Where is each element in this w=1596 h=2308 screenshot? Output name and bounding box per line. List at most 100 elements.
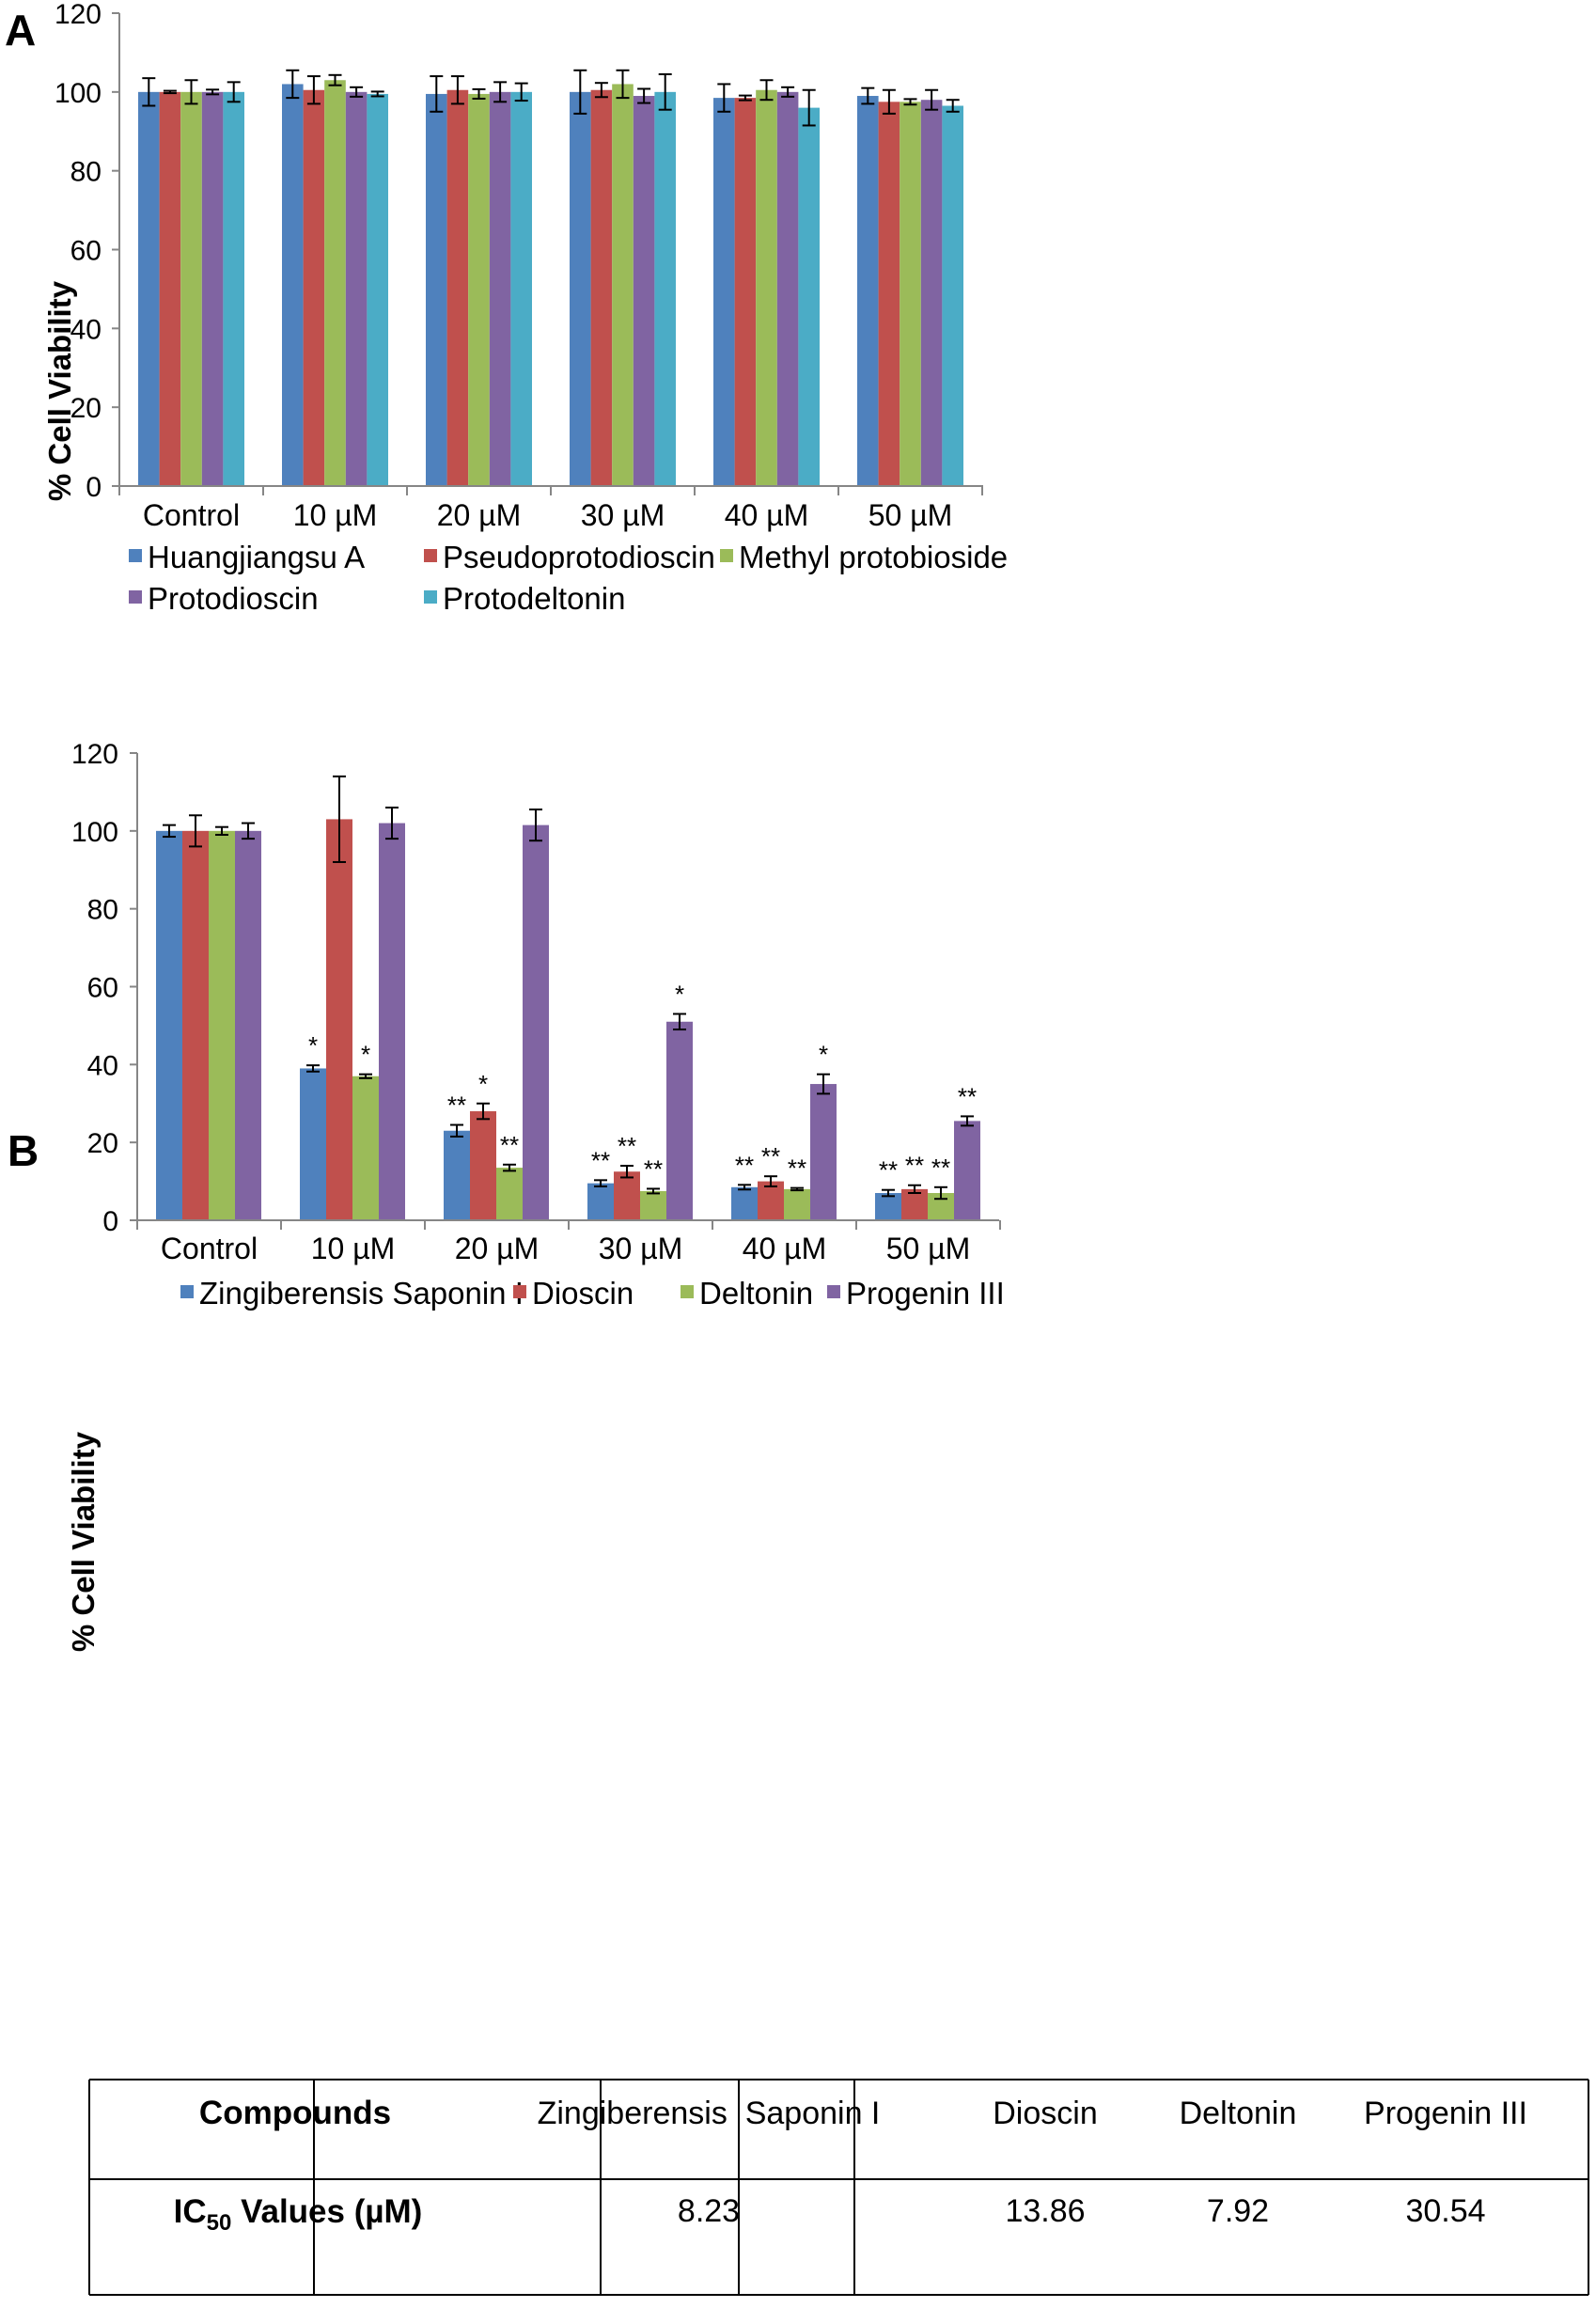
error-bar-progenin-iii-40-m bbox=[817, 1073, 830, 1095]
error-bar-protodioscin-30-m bbox=[637, 87, 651, 104]
error-bar-dioscin-30-m bbox=[620, 1165, 634, 1179]
legend-swatch bbox=[513, 1285, 526, 1298]
bar-zingiberensis-saponin-i-20-m bbox=[444, 1130, 470, 1220]
error-bar-dioscin-40-m bbox=[764, 1175, 777, 1187]
bar-methyl-protobioside-control bbox=[180, 91, 202, 486]
bar-zingiberensis-saponin-i-40-m bbox=[731, 1186, 758, 1220]
legend-swatch bbox=[827, 1285, 840, 1298]
bar-progenin-iii-10-m bbox=[379, 823, 405, 1220]
error-bar-dioscin-50-m bbox=[908, 1184, 921, 1195]
error-bar-huangjiangsu-a-control bbox=[142, 77, 156, 107]
bar-methyl-protobioside-10-m bbox=[324, 80, 346, 486]
legend-label: Pseudoprotodioscin bbox=[443, 540, 715, 574]
error-bar-protodeltonin-40-m bbox=[802, 88, 816, 127]
significance-marker: ** bbox=[788, 1154, 806, 1183]
bar-huangjiangsu-a-10-m bbox=[282, 84, 304, 486]
bar-progenin-iii-20-m bbox=[523, 824, 549, 1220]
error-bar-zingiberensis-saponin-i-10-m bbox=[306, 1064, 320, 1073]
legend-swatch bbox=[720, 549, 733, 562]
error-bar-protodioscin-50-m bbox=[925, 88, 939, 111]
bar-pseudoprotodioscin-10-m bbox=[303, 89, 325, 487]
significance-marker: ** bbox=[761, 1142, 780, 1170]
bar-pseudoprotodioscin-30-m bbox=[590, 89, 613, 487]
x-tick-label: 50 µM bbox=[886, 1232, 971, 1265]
error-bar-deltonin-20-m bbox=[503, 1163, 516, 1172]
error-bar-pseudoprotodioscin-40-m bbox=[738, 94, 752, 102]
x-tick-label: Control bbox=[143, 498, 240, 532]
error-bar-progenin-iii-50-m bbox=[961, 1115, 974, 1127]
ic50-table: Compounds IC50 Values (µM) Zingiberensis… bbox=[88, 2079, 1589, 2296]
bar-pseudoprotodioscin-control bbox=[159, 91, 181, 486]
tick-labels-b: 0 20 40 60 80 100 120 Control 10 µM 20 µM 30 µM 40 … bbox=[71, 739, 970, 1265]
significance-marker: ** bbox=[591, 1146, 610, 1174]
bar-dioscin-50-m bbox=[901, 1188, 928, 1220]
legend-label: Huangjiangsu A bbox=[148, 540, 365, 574]
error-bar-methyl-protobioside-control bbox=[184, 79, 198, 105]
bar-deltonin-control bbox=[209, 830, 235, 1220]
panel-label-a: A bbox=[5, 6, 36, 55]
error-bar-methyl-protobioside-20-m bbox=[472, 87, 486, 100]
error-bar-protodioscin-control bbox=[206, 88, 220, 96]
x-tick-label: Control bbox=[161, 1232, 258, 1265]
bar-zingiberensis-saponin-i-10-m bbox=[300, 1068, 326, 1220]
bar-protodioscin-40-m bbox=[776, 91, 799, 486]
legend-b: Zingiberensis Saponin I Dioscin Deltonin Pr… bbox=[180, 1276, 1005, 1311]
ic-tail: Values (µM) bbox=[231, 2193, 422, 2230]
error-bar-progenin-iii-20-m bbox=[529, 809, 542, 842]
bars-a bbox=[138, 80, 963, 487]
bar-progenin-iii-control bbox=[235, 830, 261, 1220]
x-tick-label: 40 µM bbox=[743, 1232, 827, 1265]
error-bar-dioscin-10-m bbox=[333, 775, 346, 863]
legend-swatch bbox=[424, 549, 437, 562]
significance-marker: ** bbox=[735, 1151, 754, 1179]
y-axis-label-a: % Cell Viability bbox=[42, 280, 77, 501]
bar-protodeltonin-50-m bbox=[942, 105, 963, 487]
legend-item-methyl-protobioside: Methyl protobioside bbox=[720, 540, 1008, 574]
bar-huangjiangsu-a-50-m bbox=[857, 96, 879, 487]
x-tick-label: 30 µM bbox=[599, 1232, 683, 1265]
bar-methyl-protobioside-20-m bbox=[468, 93, 490, 486]
bar-pseudoprotodioscin-50-m bbox=[878, 102, 900, 486]
table-row-label: IC50 Values (µM) bbox=[174, 2193, 423, 2236]
x-tick-label: 30 µM bbox=[581, 498, 665, 532]
y-axis-label-b: % Cell Viability bbox=[66, 1431, 101, 1652]
x-tick-label: 10 µM bbox=[311, 1232, 396, 1265]
bar-protodioscin-30-m bbox=[633, 96, 655, 487]
table-compound-1: Zingiberensis Saponin I bbox=[538, 2096, 881, 2131]
x-tick-label: 40 µM bbox=[725, 498, 809, 532]
bar-zingiberensis-saponin-i-30-m bbox=[587, 1183, 614, 1220]
bar-deltonin-40-m bbox=[784, 1188, 810, 1220]
axes-a bbox=[112, 12, 983, 495]
bar-deltonin-10-m bbox=[352, 1075, 379, 1220]
error-bar-protodeltonin-10-m bbox=[370, 90, 384, 98]
error-bars-a bbox=[142, 69, 960, 127]
error-bar-deltonin-50-m bbox=[934, 1185, 947, 1201]
legend-label: Dioscin bbox=[532, 1276, 634, 1311]
bar-huangjiangsu-a-40-m bbox=[713, 98, 735, 486]
y-tick-label: 0 bbox=[86, 472, 102, 503]
x-tick-label: 50 µM bbox=[868, 498, 953, 532]
error-bar-pseudoprotodioscin-50-m bbox=[882, 88, 896, 115]
y-tick-label: 120 bbox=[55, 0, 102, 30]
bar-protodioscin-50-m bbox=[920, 100, 943, 486]
table-compound-3: Deltonin bbox=[1180, 2096, 1297, 2131]
legend-item-dioscin: Dioscin bbox=[513, 1276, 634, 1311]
legend-label: Methyl protobioside bbox=[739, 540, 1008, 574]
bar-dioscin-control bbox=[182, 830, 209, 1220]
bar-protodioscin-10-m bbox=[345, 91, 368, 486]
legend-item-protodeltonin: Protodeltonin bbox=[424, 581, 625, 616]
axes-b bbox=[130, 752, 1001, 1230]
tick-labels-a: 0 20 40 60 80 100 120 Control 10 µM 20 µM 30 µM 40 … bbox=[55, 0, 952, 532]
y-tick-label: 60 bbox=[87, 973, 118, 1004]
error-bar-dioscin-control bbox=[189, 814, 202, 848]
error-bar-pseudoprotodioscin-control bbox=[163, 89, 177, 95]
significance-marker: ** bbox=[958, 1082, 977, 1110]
legend-label: Deltonin bbox=[699, 1276, 813, 1311]
bar-protodioscin-20-m bbox=[489, 91, 511, 486]
significance-markers-b: ***** ** ***** ** ******* ** ****** bbox=[308, 980, 977, 1184]
error-bar-zingiberensis-saponin-i-20-m bbox=[450, 1123, 463, 1138]
error-bar-protodeltonin-control bbox=[227, 81, 241, 103]
error-bar-deltonin-30-m bbox=[647, 1187, 660, 1195]
legend-swatch bbox=[424, 590, 437, 604]
legend-item-zingiberensis-saponin-i: Zingiberensis Saponin I bbox=[180, 1276, 524, 1311]
